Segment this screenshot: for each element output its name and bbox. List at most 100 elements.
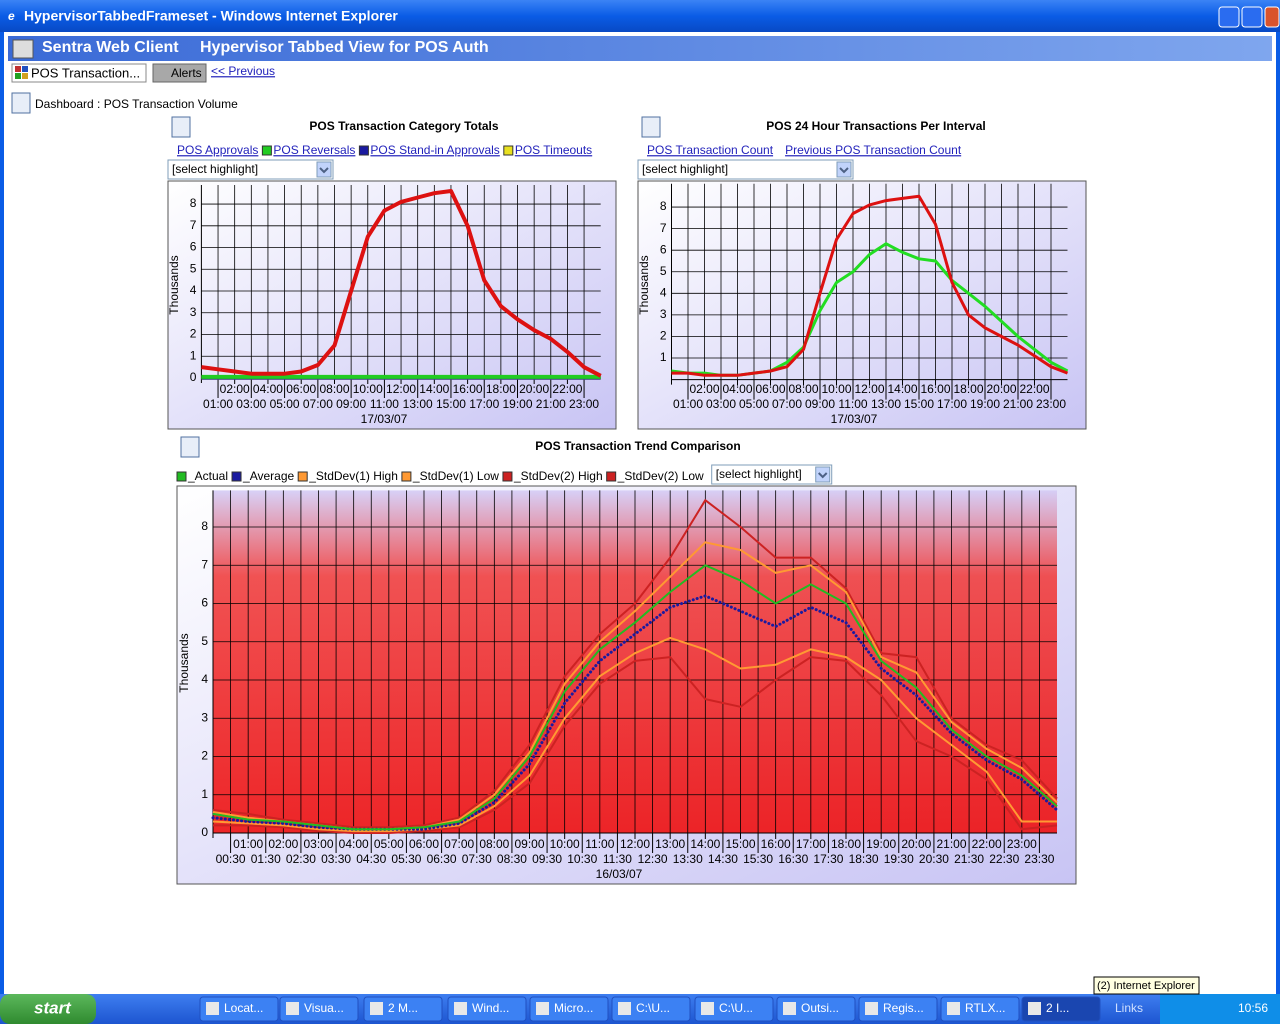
y-tick-label: 4 [201, 672, 208, 686]
legend-entry[interactable]: POS Timeouts [515, 143, 592, 157]
tooltip [1093, 976, 1200, 995]
x-tick-label: 13:00 [655, 837, 685, 851]
legend-swatch [176, 471, 187, 482]
tab-active[interactable] [11, 63, 147, 83]
legend-entry[interactable]: POS Approvals [177, 143, 258, 157]
taskbar-button[interactable] [611, 996, 691, 1022]
view-title: Hypervisor Tabbed View for POS Auth [200, 39, 489, 56]
taskbar-button[interactable] [776, 996, 856, 1022]
x-tick-label: 17:00 [937, 397, 967, 411]
links-label[interactable]: Links [1115, 1001, 1143, 1015]
select-arrow[interactable] [836, 161, 852, 178]
x-tick-label: 21:00 [936, 837, 966, 851]
taskbar-icon [536, 1002, 549, 1015]
y-tick-label: 6 [190, 240, 197, 254]
taskbar-button[interactable] [363, 996, 443, 1022]
y-tick-label: 3 [190, 305, 197, 319]
x-tick-label: 08:30 [497, 852, 527, 866]
chart-icon[interactable] [641, 116, 661, 138]
chart-icon[interactable] [171, 116, 191, 138]
taskbar-button[interactable] [940, 996, 1020, 1022]
maximize-button[interactable] [1241, 6, 1263, 28]
x-tick-label: 05:00 [374, 837, 404, 851]
x-tick-label: 08:00 [479, 837, 509, 851]
start-button[interactable] [0, 994, 96, 1024]
taskbar-label[interactable]: RTLX... [965, 1001, 1005, 1015]
select-arrow-glyph [818, 472, 828, 479]
taskbar-icon [865, 1002, 878, 1015]
taskbar-label[interactable]: Visua... [304, 1001, 344, 1015]
app-icon [12, 39, 34, 59]
x-tick-label: 03:00 [706, 397, 736, 411]
taskbar-label[interactable]: Locat... [224, 1001, 263, 1015]
y-tick-label: 8 [201, 519, 208, 533]
x-tick-label: 20:00 [901, 837, 931, 851]
tab-label[interactable]: Alerts [171, 66, 202, 80]
series-line [213, 656, 1058, 834]
x-tick-label: 09:00 [805, 397, 835, 411]
breadcrumb: Dashboard : POS Transaction Volume [35, 97, 238, 111]
x-axis-label: 17/03/07 [361, 412, 408, 426]
x-tick-label: 14:30 [708, 852, 738, 866]
taskbar-label[interactable]: 2 I... [1046, 1001, 1069, 1015]
taskbar-label[interactable]: C:\U... [719, 1001, 753, 1015]
select-arrow[interactable] [316, 161, 332, 178]
x-axis-label: 17/03/07 [831, 412, 878, 426]
taskbar-label[interactable]: Wind... [472, 1001, 509, 1015]
taskbar-button[interactable] [858, 996, 938, 1022]
taskbar-button[interactable] [694, 996, 774, 1022]
taskbar-label[interactable]: Micro... [554, 1001, 593, 1015]
close-button[interactable] [1264, 6, 1280, 28]
taskbar-icon [701, 1002, 714, 1015]
taskbar-icon [286, 1002, 299, 1015]
chart-frame [637, 180, 1087, 430]
highlight-select[interactable] [167, 159, 334, 180]
taskbar-button[interactable] [199, 996, 279, 1022]
taskbar-button[interactable] [447, 996, 527, 1022]
start-label[interactable]: start [34, 998, 72, 1017]
highlight-select-text[interactable]: [select highlight] [172, 162, 258, 176]
taskbar-label[interactable]: Outsi... [801, 1001, 839, 1015]
clock: 10:56 [1238, 1001, 1268, 1015]
previous-link[interactable]: << Previous [211, 64, 275, 78]
y-tick-label: 5 [190, 261, 197, 275]
chart-icon[interactable] [180, 436, 200, 458]
taskbar-icon [947, 1002, 960, 1015]
legend-entry: _Actual [187, 469, 228, 483]
taskbar-label[interactable]: 2 M... [388, 1001, 418, 1015]
x-tick-label: 13:00 [871, 397, 901, 411]
x-tick-label: 01:00 [203, 397, 233, 411]
legend-swatch [358, 145, 369, 156]
highlight-select-text[interactable]: [select highlight] [716, 467, 802, 481]
x-tick-label: 17:00 [796, 837, 826, 851]
x-tick-label: 16:00 [920, 382, 950, 396]
legend-entry: _StdDev(1) High [308, 469, 398, 483]
taskbar-button[interactable] [279, 996, 359, 1022]
x-tick-label: 07:30 [462, 852, 492, 866]
taskbar-label[interactable]: C:\U... [636, 1001, 670, 1015]
legend-swatch [231, 471, 242, 482]
x-tick-label: 19:30 [884, 852, 914, 866]
y-tick-label: 3 [660, 307, 667, 321]
legend-entry[interactable]: Previous POS Transaction Count [785, 143, 962, 157]
x-tick-label: 16:00 [453, 382, 483, 396]
highlight-select-text[interactable]: [select highlight] [642, 162, 728, 176]
taskbar-label[interactable]: Regis... [883, 1001, 924, 1015]
dashboard-icon [11, 92, 31, 114]
highlight-select[interactable] [637, 159, 854, 180]
select-arrow[interactable] [815, 466, 831, 483]
highlight-select[interactable] [711, 464, 833, 485]
tab[interactable] [152, 63, 207, 83]
taskbar-button[interactable] [529, 996, 609, 1022]
legend-entry[interactable]: POS Stand-in Approvals [370, 143, 499, 157]
tab-label[interactable]: POS Transaction... [31, 65, 140, 80]
x-tick-label: 15:30 [743, 852, 773, 866]
x-tick-label: 14:00 [690, 837, 720, 851]
x-tick-label: 02:00 [689, 382, 719, 396]
minimize-button[interactable] [1218, 6, 1240, 28]
taskbar-button[interactable] [1021, 996, 1101, 1022]
legend-entry[interactable]: POS Transaction Count [647, 143, 774, 157]
chart-title: POS Transaction Trend Comparison [535, 439, 740, 453]
legend-entry[interactable]: POS Reversals [273, 143, 355, 157]
y-tick-label: 0 [201, 825, 208, 839]
